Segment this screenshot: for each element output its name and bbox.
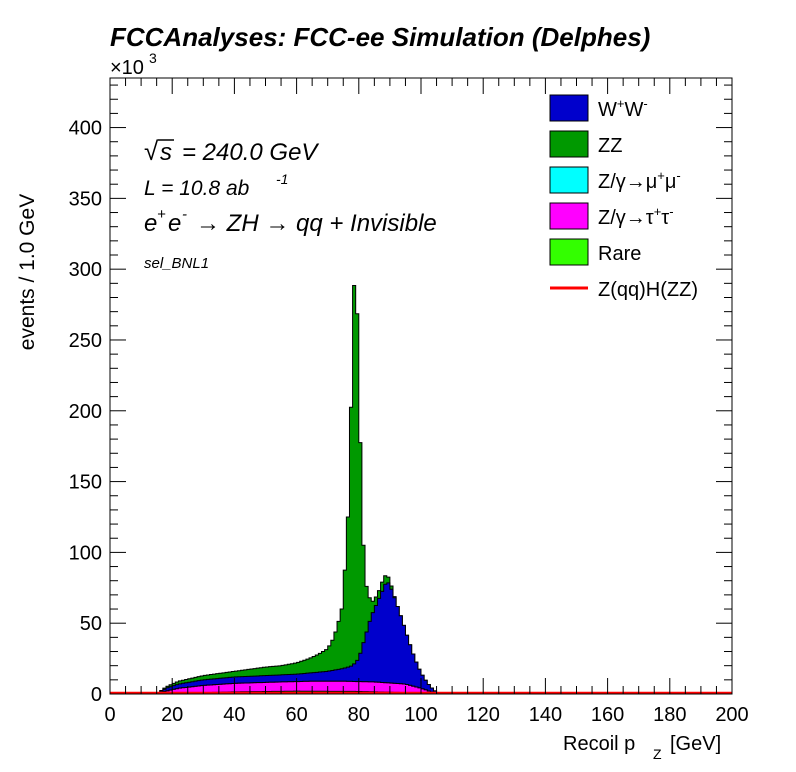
y-tick-label: 250: [69, 330, 102, 352]
legend-entry-0: W+W-: [549, 94, 648, 122]
legend-label: W+W-: [598, 96, 648, 121]
lumi-exponent: -1: [276, 171, 288, 187]
y-tick-label: 100: [69, 542, 102, 564]
y-tick-label: 50: [80, 613, 102, 635]
legend-entry-1: ZZ: [549, 130, 622, 158]
legend-label: ZZ: [598, 135, 622, 157]
legend-entry-4: Rare: [549, 238, 641, 266]
x-tick-label: 120: [467, 704, 500, 726]
legend-label: Z/γ→μ+μ-: [598, 168, 681, 193]
legend-entry-3: Z/γ→τ+τ-: [549, 202, 674, 230]
legend-swatch: [549, 130, 589, 158]
process-e1: e: [144, 210, 157, 237]
selection-label: sel_BNL1: [144, 255, 209, 272]
axes: 0 20 40 60 80 100 120 140 160 180 200 0 50 100 150 200 2…: [69, 77, 749, 726]
y-tick-label: 350: [69, 188, 102, 210]
x-axis-label-sub: Z: [653, 746, 662, 762]
y-multiplier-exponent: 3: [149, 50, 157, 66]
lumi-label: L = 10.8 ab: [144, 177, 250, 200]
x-tick-label: 40: [223, 704, 245, 726]
x-tick-label: 20: [161, 704, 183, 726]
x-tick-label: 100: [404, 704, 437, 726]
y-tick-label: 400: [69, 118, 102, 140]
legend-label: Z/γ→τ+τ-: [598, 204, 674, 229]
plot-area: [110, 78, 732, 694]
legend-label: Z(qq)H(ZZ): [598, 279, 698, 301]
y-multiplier-base: ×10: [110, 57, 144, 79]
x-axis-label: Recoil p Z [GeV]: [563, 733, 721, 762]
x-tick-label: 80: [348, 704, 370, 726]
process-rest: → ZH → qq + Invisible: [196, 210, 437, 237]
legend-swatch: [549, 202, 589, 230]
x-tick-label: 140: [529, 704, 562, 726]
legend-entry-5: Z(qq)H(ZZ): [550, 279, 698, 301]
chart-title: FCCAnalyses: FCC-ee Simulation (Delphes): [110, 22, 650, 52]
legend: W+W- ZZ Z/γ→μ+μ- Z/γ→τ+τ- Rare Z(qq)H(ZZ): [549, 94, 698, 301]
y-tick-label: 150: [69, 472, 102, 494]
process-annotation: e + e - → ZH → qq + Invisible: [144, 206, 437, 237]
x-tick-label: 180: [653, 704, 686, 726]
y-multiplier: ×10 3: [110, 50, 157, 79]
sqrt-s-label: s: [160, 139, 172, 166]
legend-entry-2: Z/γ→μ+μ-: [549, 166, 681, 194]
legend-swatch: [549, 238, 589, 266]
lumi-annotation: L = 10.8 ab -1: [144, 171, 288, 200]
energy-label: = 240.0 GeV: [182, 139, 319, 166]
process-e1-sup: +: [157, 206, 166, 223]
process-e2-sup: -: [182, 206, 187, 223]
x-tick-label: 160: [591, 704, 624, 726]
x-axis-label-unit: [GeV]: [670, 733, 721, 755]
histogram-layer: [110, 78, 732, 695]
energy-annotation: √ s = 240.0 GeV: [144, 136, 319, 166]
x-tick-label: 0: [104, 704, 115, 726]
y-tick-label: 0: [91, 684, 102, 706]
sqrt-symbol: √: [144, 136, 159, 166]
legend-swatch: [549, 94, 589, 122]
y-tick-label: 300: [69, 259, 102, 281]
y-tick-label: 200: [69, 401, 102, 423]
x-tick-label: 200: [715, 704, 748, 726]
y-axis-label: events / 1.0 GeV: [16, 194, 39, 350]
process-e2: e: [168, 210, 181, 237]
x-axis-label-main: Recoil p: [563, 733, 635, 755]
legend-label: Rare: [598, 243, 641, 265]
legend-swatch: [549, 166, 589, 194]
x-tick-label: 60: [285, 704, 307, 726]
